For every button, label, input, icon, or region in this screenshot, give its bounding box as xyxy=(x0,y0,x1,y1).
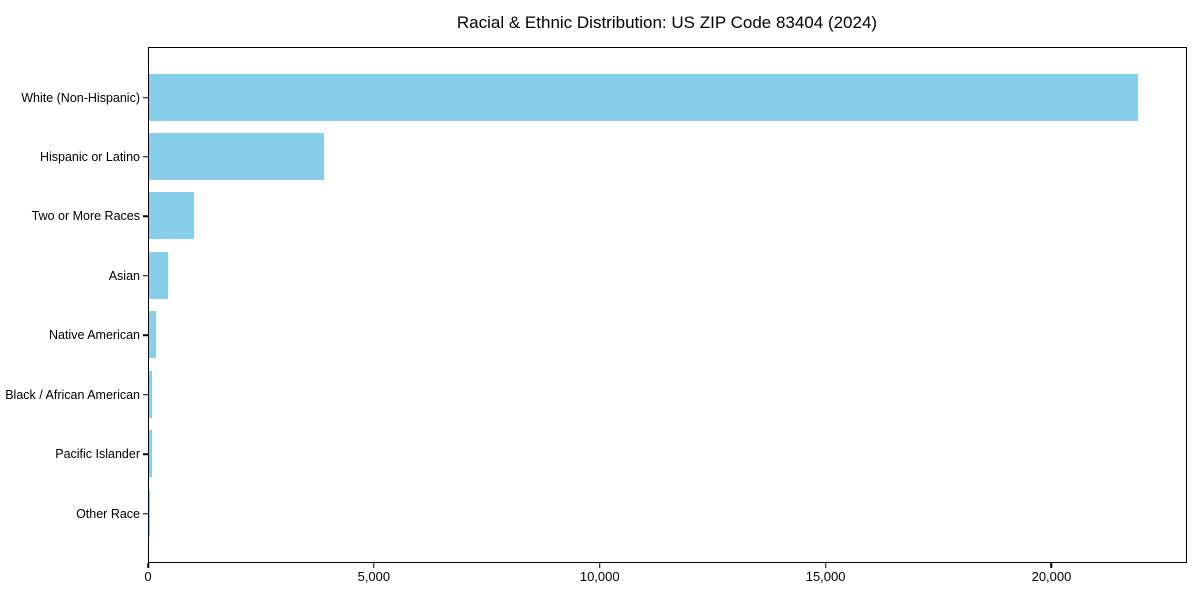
x-tick-mark xyxy=(373,563,375,568)
x-tick-mark xyxy=(1050,563,1053,568)
bar xyxy=(149,311,157,359)
y-tick-mark xyxy=(143,275,148,277)
x-tick-label: 15,000 xyxy=(805,569,846,584)
x-tick-mark xyxy=(147,563,149,568)
y-axis-label: Other Race xyxy=(76,506,140,521)
bar xyxy=(149,132,325,180)
x-tick-label: 0 xyxy=(144,569,152,584)
y-tick-mark xyxy=(143,215,148,218)
x-tick-label: 5,000 xyxy=(357,569,391,584)
bar xyxy=(149,430,152,478)
y-axis-label: Asian xyxy=(108,268,140,283)
y-axis-label: White (Non-Hispanic) xyxy=(21,90,140,105)
y-tick-mark xyxy=(143,156,148,158)
x-tick-mark xyxy=(598,563,601,568)
bar xyxy=(149,73,1139,121)
y-axis-label: Two or More Races xyxy=(31,209,140,224)
x-tick-label: 20,000 xyxy=(1031,569,1072,584)
y-tick-mark xyxy=(143,453,148,455)
plot-area xyxy=(148,47,1187,563)
y-tick-mark xyxy=(143,394,148,396)
y-tick-mark xyxy=(143,334,148,337)
y-tick-mark xyxy=(143,96,148,99)
y-tick-mark xyxy=(143,512,148,515)
y-axis-label: Native American xyxy=(48,328,140,343)
bar xyxy=(149,251,168,299)
bar xyxy=(149,370,153,418)
bar xyxy=(149,192,195,240)
x-tick-label: 10,000 xyxy=(579,569,620,584)
y-axis-label: Hispanic or Latino xyxy=(39,149,140,164)
x-tick-mark xyxy=(824,563,827,568)
chart-title: Racial & Ethnic Distribution: US ZIP Cod… xyxy=(456,13,878,32)
y-axis-label: Black / African American xyxy=(5,387,140,402)
y-axis-label: Pacific Islander xyxy=(55,447,140,462)
